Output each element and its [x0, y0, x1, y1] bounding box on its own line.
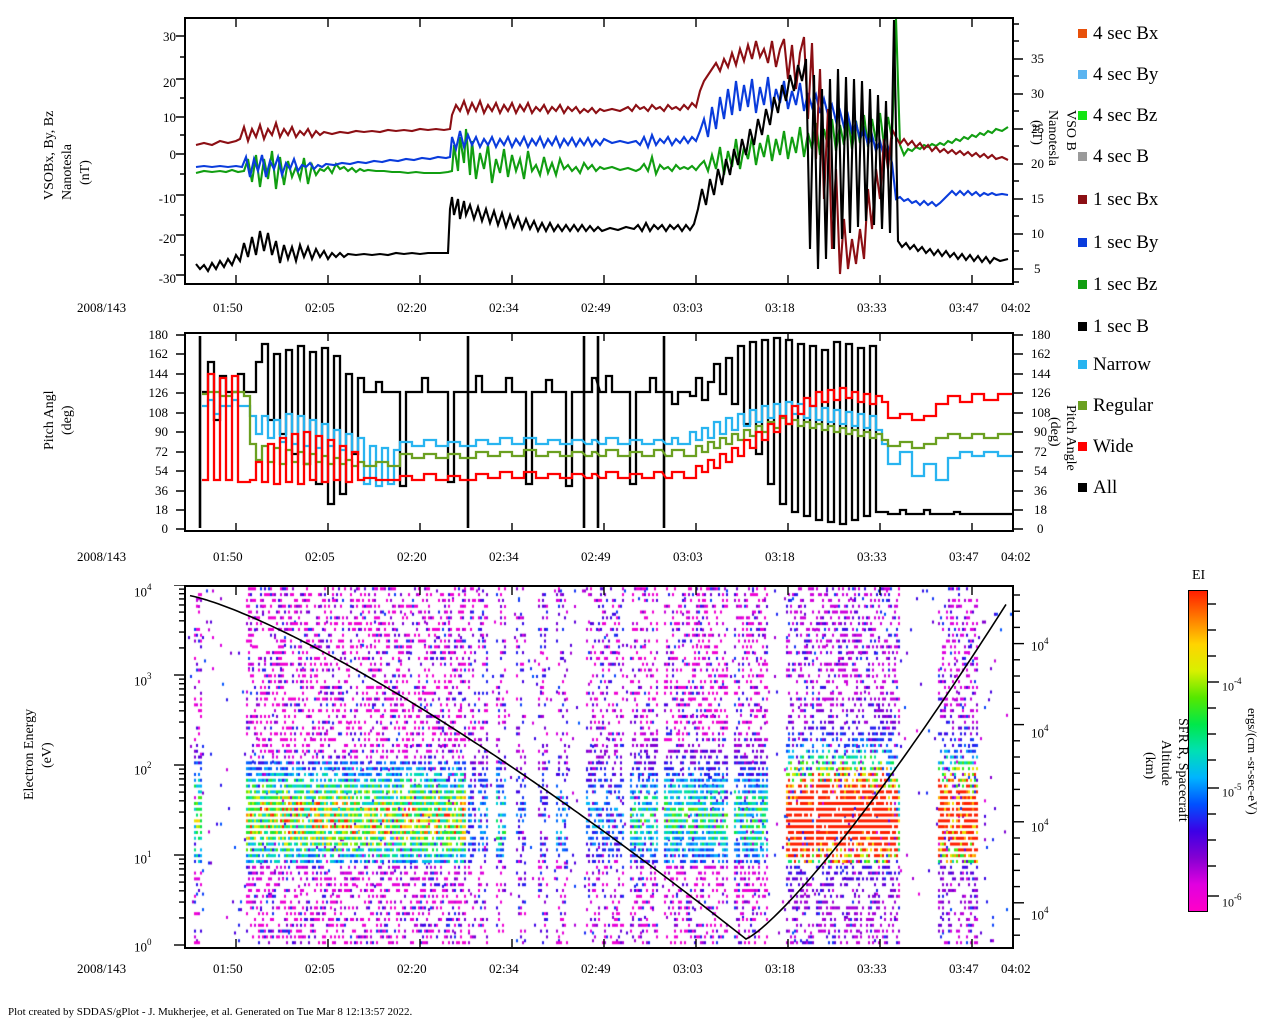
panel3-plot-frame: [184, 585, 1014, 949]
legend-swatch-icon: [1078, 280, 1087, 289]
colorbar-tickmarks: [1208, 603, 1219, 897]
panel3-left-tickmarks: [174, 585, 186, 946]
legend-label: 4 sec Bx: [1093, 23, 1159, 44]
panel1-traces: [195, 19, 1009, 283]
legend-label: All: [1093, 477, 1118, 498]
legend-swatch-icon: [1078, 401, 1087, 410]
panel2-plot-frame: [184, 332, 1014, 532]
legend-item-4-sec-b[interactable]: 4 sec B: [1078, 147, 1149, 166]
legend-swatch-icon: [1078, 360, 1087, 369]
footer-credit: Plot created by SDDAS/gPlot - J. Mukherj…: [8, 1006, 413, 1018]
legend-label: Narrow: [1093, 354, 1152, 375]
legend-label: 4 sec B: [1093, 146, 1149, 167]
legend-label: 1 sec By: [1093, 232, 1159, 253]
legend-swatch-icon: [1078, 70, 1087, 79]
panel1-left-axis-title: VSOBx, By, Bz Nanotesla (nT): [42, 110, 93, 200]
legend-swatch-icon: [1078, 29, 1087, 38]
panel1-plot-frame: [184, 17, 1014, 285]
legend-item-regular[interactable]: Regular: [1078, 396, 1153, 415]
legend-label: 1 sec Bx: [1093, 189, 1159, 210]
panel3-right-tickmarks: [1013, 594, 1024, 936]
legend-swatch-icon: [1078, 111, 1087, 120]
panel2-right-tickmarks: [1013, 334, 1023, 530]
legend-label: Regular: [1093, 395, 1154, 416]
panel2-left-tickmarks: [176, 334, 186, 530]
legend-item-4-sec-bz[interactable]: 4 sec Bz: [1078, 106, 1157, 125]
legend-swatch-icon: [1078, 152, 1087, 161]
legend-swatch-icon: [1078, 195, 1087, 204]
legend: 4 sec Bx 4 sec By 4 sec Bz 4 sec B 1 sec Bx 1…: [1078, 12, 1268, 532]
panel3-overlays: [189, 587, 1007, 947]
panel1-left-tickmarks: [176, 35, 186, 276]
legend-item-1-sec-bz[interactable]: 1 sec Bz: [1078, 275, 1157, 294]
spectrogram-canvas: [186, 587, 1012, 947]
panel2-traces: [198, 334, 1012, 530]
legend-item-1-sec-b[interactable]: 1 sec B: [1078, 317, 1149, 336]
legend-label: 1 sec B: [1093, 316, 1149, 337]
legend-item-all[interactable]: All: [1078, 478, 1117, 497]
legend-item-4-sec-bx[interactable]: 4 sec Bx: [1078, 24, 1158, 43]
legend-label: Wide: [1093, 436, 1134, 457]
legend-item-1-sec-by[interactable]: 1 sec By: [1078, 233, 1158, 252]
legend-swatch-icon: [1078, 483, 1087, 492]
legend-item-narrow[interactable]: Narrow: [1078, 355, 1151, 374]
legend-item-wide[interactable]: Wide: [1078, 437, 1133, 456]
legend-swatch-icon: [1078, 442, 1087, 451]
legend-label: 4 sec Bz: [1093, 105, 1158, 126]
legend-item-1-sec-bx[interactable]: 1 sec Bx: [1078, 190, 1158, 209]
legend-swatch-icon: [1078, 322, 1087, 331]
colorbar-gradient: [1188, 590, 1208, 912]
legend-swatch-icon: [1078, 238, 1087, 247]
colorbar-title: EI: [1192, 568, 1206, 583]
legend-label: 1 sec Bz: [1093, 274, 1158, 295]
panel1-right-tickmarks: [1013, 23, 1023, 283]
legend-item-4-sec-by[interactable]: 4 sec By: [1078, 65, 1158, 84]
legend-label: 4 sec By: [1093, 64, 1159, 85]
